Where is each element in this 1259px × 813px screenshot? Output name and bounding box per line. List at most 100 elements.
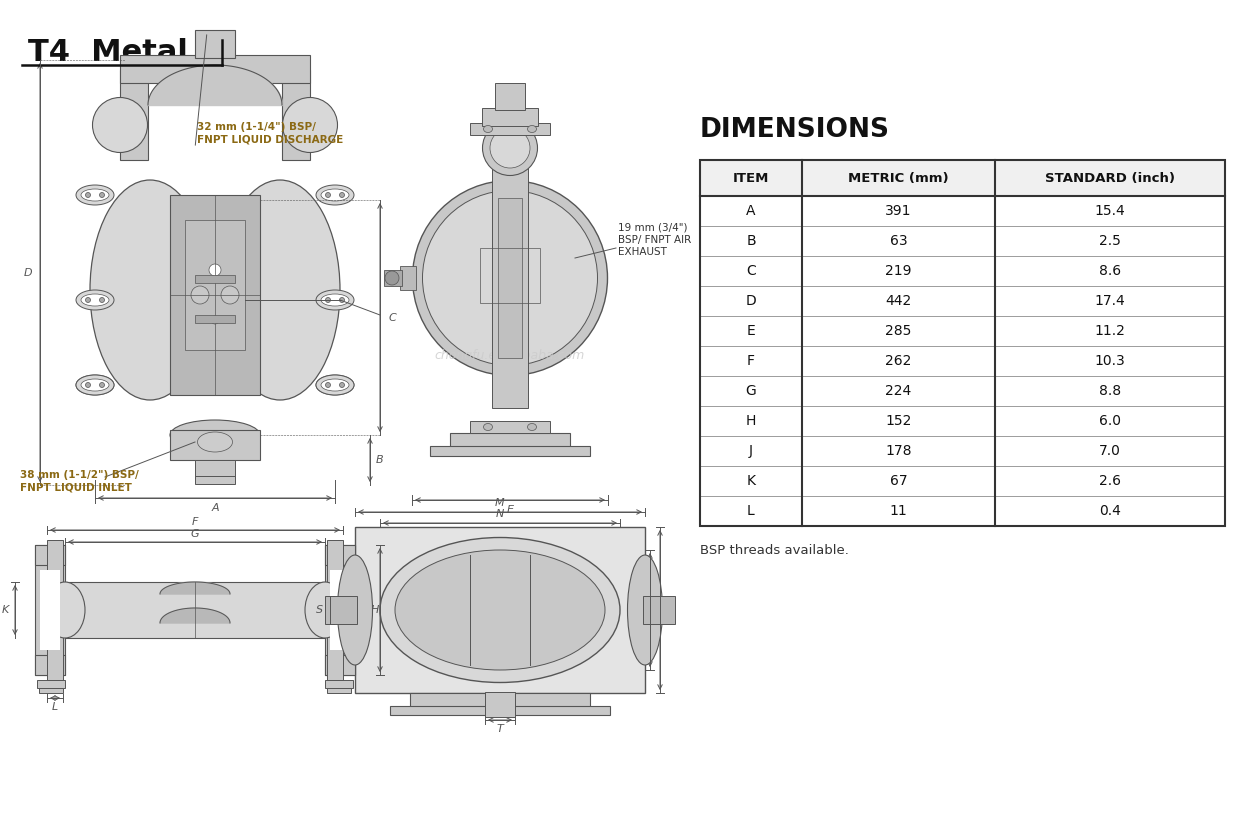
Polygon shape bbox=[160, 608, 230, 623]
Text: F: F bbox=[747, 354, 755, 368]
Bar bbox=[700, 436, 1225, 466]
Text: 32 mm (1-1/4") BSP/
FNPT LIQUID DISCHARGE: 32 mm (1-1/4") BSP/ FNPT LIQUID DISCHARG… bbox=[196, 122, 344, 144]
Bar bbox=[384, 270, 402, 286]
Bar bbox=[495, 83, 525, 110]
Text: 67: 67 bbox=[890, 474, 908, 488]
Bar bbox=[643, 596, 675, 624]
Bar bbox=[700, 256, 1225, 286]
Text: 63: 63 bbox=[890, 234, 908, 248]
Bar bbox=[470, 123, 550, 135]
Text: 2.6: 2.6 bbox=[1099, 474, 1121, 488]
Ellipse shape bbox=[316, 375, 354, 395]
Text: 285: 285 bbox=[885, 324, 912, 338]
Bar bbox=[700, 160, 1225, 526]
Text: 2.5: 2.5 bbox=[1099, 234, 1121, 248]
Text: P: P bbox=[637, 605, 643, 615]
Ellipse shape bbox=[380, 537, 619, 682]
Bar bbox=[390, 706, 611, 715]
Ellipse shape bbox=[282, 98, 337, 153]
Ellipse shape bbox=[86, 193, 91, 198]
Ellipse shape bbox=[76, 375, 115, 395]
Text: E: E bbox=[747, 324, 755, 338]
Ellipse shape bbox=[340, 193, 345, 198]
Text: A: A bbox=[212, 503, 219, 513]
Text: D: D bbox=[745, 294, 757, 308]
Bar bbox=[470, 421, 550, 433]
Ellipse shape bbox=[490, 128, 530, 168]
Text: BSP threads available.: BSP threads available. bbox=[700, 544, 849, 557]
Ellipse shape bbox=[483, 424, 492, 431]
Ellipse shape bbox=[89, 180, 210, 400]
Ellipse shape bbox=[326, 298, 331, 302]
Ellipse shape bbox=[99, 298, 104, 302]
Bar bbox=[700, 496, 1225, 526]
Text: 15.4: 15.4 bbox=[1094, 204, 1126, 218]
Text: F: F bbox=[191, 517, 198, 527]
Bar bbox=[170, 195, 261, 395]
Ellipse shape bbox=[76, 185, 115, 205]
Text: G: G bbox=[745, 384, 757, 398]
Bar bbox=[700, 466, 1225, 496]
Bar bbox=[330, 570, 350, 650]
Bar bbox=[325, 545, 355, 565]
Text: DIMENSIONS: DIMENSIONS bbox=[700, 117, 890, 143]
Text: 224: 224 bbox=[885, 384, 912, 398]
Bar bbox=[325, 596, 358, 624]
Ellipse shape bbox=[337, 555, 373, 665]
Bar bbox=[480, 248, 540, 303]
Bar bbox=[327, 540, 342, 680]
Text: 11.2: 11.2 bbox=[1094, 324, 1126, 338]
Ellipse shape bbox=[212, 316, 219, 324]
Bar bbox=[400, 266, 415, 290]
Ellipse shape bbox=[191, 286, 209, 304]
Text: K: K bbox=[1, 605, 9, 615]
Text: L: L bbox=[747, 504, 755, 518]
Text: 0.4: 0.4 bbox=[1099, 504, 1121, 518]
Text: ITEM: ITEM bbox=[733, 172, 769, 185]
Text: A: A bbox=[747, 204, 755, 218]
Bar bbox=[482, 108, 538, 126]
Ellipse shape bbox=[326, 382, 331, 388]
Text: T4  Metal: T4 Metal bbox=[28, 37, 188, 67]
Bar bbox=[410, 693, 590, 707]
Text: T: T bbox=[496, 724, 504, 734]
Ellipse shape bbox=[220, 180, 340, 400]
Text: STANDARD (inch): STANDARD (inch) bbox=[1045, 172, 1175, 185]
Text: J: J bbox=[749, 444, 753, 458]
Text: C: C bbox=[388, 312, 395, 323]
Bar bbox=[35, 655, 65, 675]
Text: 17.4: 17.4 bbox=[1094, 294, 1126, 308]
Ellipse shape bbox=[321, 189, 349, 201]
Ellipse shape bbox=[86, 298, 91, 302]
Ellipse shape bbox=[99, 382, 104, 388]
Bar bbox=[700, 196, 1225, 226]
Ellipse shape bbox=[81, 379, 110, 391]
Ellipse shape bbox=[92, 98, 147, 153]
Text: 442: 442 bbox=[885, 294, 912, 308]
Text: 38 mm (1-1/2") BSP/
FNPT LIQUID INLET: 38 mm (1-1/2") BSP/ FNPT LIQUID INLET bbox=[20, 470, 138, 493]
Ellipse shape bbox=[76, 375, 115, 395]
Text: E: E bbox=[506, 505, 514, 515]
Text: K: K bbox=[747, 474, 755, 488]
Bar bbox=[40, 570, 60, 650]
Bar bbox=[449, 433, 570, 447]
Text: B: B bbox=[376, 455, 384, 465]
Text: 10.3: 10.3 bbox=[1094, 354, 1126, 368]
Ellipse shape bbox=[170, 420, 261, 450]
Ellipse shape bbox=[99, 193, 104, 198]
Ellipse shape bbox=[81, 294, 110, 306]
Text: 19 mm (3/4")
BSP/ FNPT AIR
EXHAUST: 19 mm (3/4") BSP/ FNPT AIR EXHAUST bbox=[618, 223, 691, 258]
Ellipse shape bbox=[423, 190, 598, 366]
Bar bbox=[120, 55, 310, 83]
Bar bbox=[37, 680, 65, 688]
Bar bbox=[120, 70, 149, 160]
Text: L: L bbox=[52, 702, 58, 712]
Ellipse shape bbox=[528, 424, 536, 431]
Text: D: D bbox=[24, 267, 33, 277]
Bar bbox=[35, 545, 65, 675]
Bar bbox=[325, 680, 353, 688]
Ellipse shape bbox=[316, 185, 354, 205]
Ellipse shape bbox=[482, 120, 538, 176]
Ellipse shape bbox=[45, 582, 86, 638]
Bar bbox=[700, 160, 1225, 196]
